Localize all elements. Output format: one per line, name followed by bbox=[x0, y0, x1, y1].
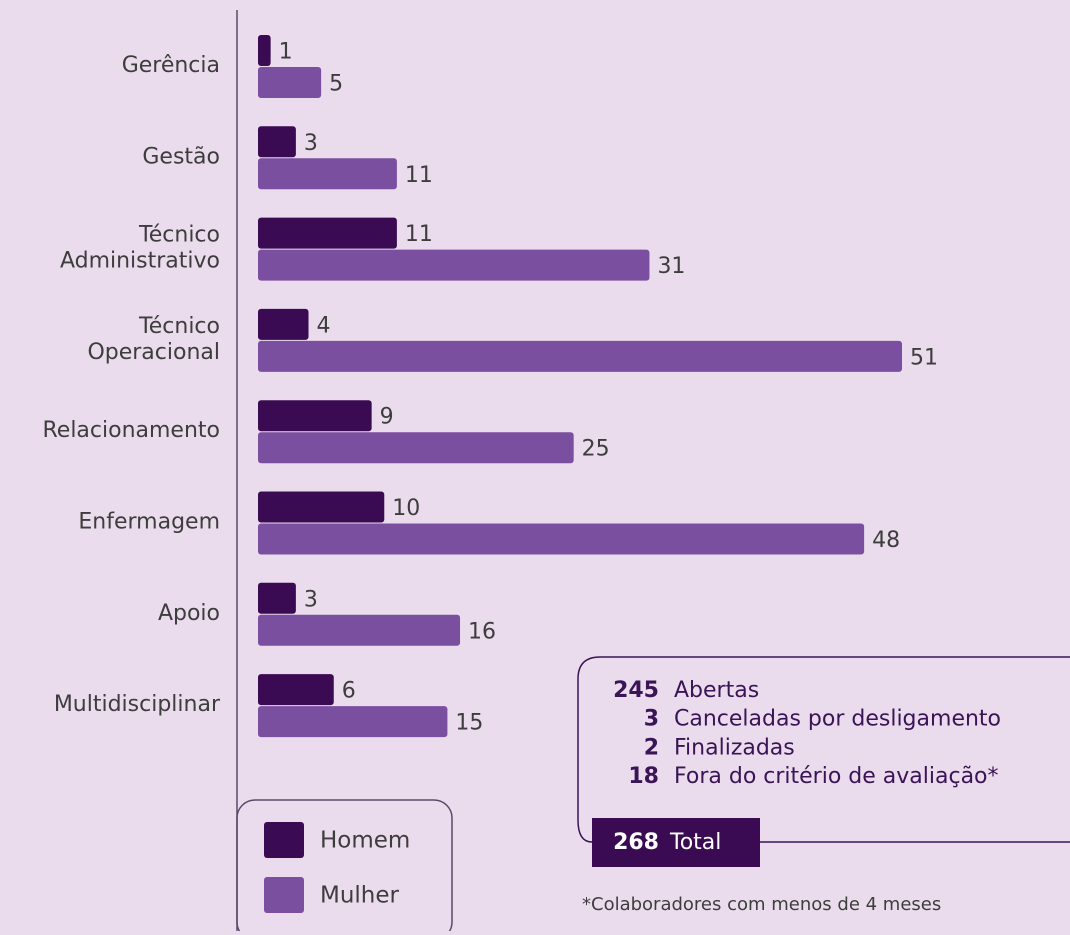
value-label: 11 bbox=[405, 222, 433, 247]
value-label: 4 bbox=[317, 313, 331, 338]
value-label: 3 bbox=[304, 131, 318, 156]
value-label: 11 bbox=[405, 163, 433, 188]
category-label-line: Apoio bbox=[158, 601, 220, 626]
bar bbox=[258, 340, 902, 372]
summary-value: 18 bbox=[628, 764, 659, 789]
value-label: 10 bbox=[392, 496, 420, 521]
category-label: Gestão bbox=[142, 144, 220, 169]
category-label-line: Multidisciplinar bbox=[54, 692, 221, 717]
legend-label: Mulher bbox=[320, 883, 400, 909]
footnote: *Colaboradores com menos de 4 meses bbox=[582, 894, 941, 915]
category-label-line: Gerência bbox=[122, 53, 220, 78]
value-label: 9 bbox=[380, 405, 394, 430]
bar bbox=[258, 706, 448, 738]
summary-box bbox=[577, 656, 1070, 843]
category-label-line: Relacionamento bbox=[42, 418, 220, 443]
total-value: 268 bbox=[613, 830, 659, 855]
value-label: 16 bbox=[468, 619, 496, 644]
bar bbox=[258, 400, 372, 432]
value-label: 31 bbox=[657, 254, 685, 279]
bar bbox=[258, 158, 397, 190]
summary-label: Abertas bbox=[674, 678, 759, 703]
category-label-line: Operacional bbox=[87, 340, 220, 365]
legend-swatch bbox=[264, 877, 304, 913]
total-box bbox=[592, 818, 760, 867]
legend-swatch bbox=[264, 822, 304, 858]
legend-box bbox=[236, 799, 453, 935]
summary-label: Fora do critério de avaliação* bbox=[674, 764, 999, 789]
bar bbox=[258, 249, 650, 281]
value-label: 15 bbox=[455, 711, 483, 736]
summary-label: Finalizadas bbox=[674, 735, 795, 760]
category-label: Multidisciplinar bbox=[54, 692, 221, 717]
summary-label: Canceladas por desligamento bbox=[674, 707, 1001, 732]
category-label-line: Técnico bbox=[138, 223, 220, 248]
bar bbox=[258, 491, 385, 523]
value-label: 51 bbox=[910, 345, 938, 370]
category-label-line: Gestão bbox=[142, 144, 220, 169]
total-label: Total bbox=[669, 830, 721, 855]
bar bbox=[258, 614, 461, 646]
bar bbox=[258, 126, 296, 158]
bar bbox=[258, 432, 574, 464]
value-label: 5 bbox=[329, 72, 343, 97]
category-label-line: Enfermagem bbox=[78, 510, 220, 535]
category-label: Técnico Operacional bbox=[87, 314, 220, 365]
bar bbox=[258, 582, 296, 614]
bar bbox=[258, 35, 271, 66]
bar bbox=[258, 674, 334, 706]
category-label: Relacionamento bbox=[42, 418, 220, 443]
category-label: Apoio bbox=[158, 601, 220, 626]
value-label: 3 bbox=[304, 587, 318, 612]
category-label-line: Técnico bbox=[138, 314, 220, 339]
category-label: Gerência bbox=[122, 53, 220, 78]
value-label: 1 bbox=[279, 40, 293, 65]
category-label-line: Administrativo bbox=[60, 249, 220, 274]
summary-value: 3 bbox=[644, 707, 659, 732]
value-label: 6 bbox=[342, 679, 356, 704]
category-label: Técnico Administrativo bbox=[60, 223, 220, 274]
category-label: Enfermagem bbox=[78, 510, 220, 535]
value-label: 48 bbox=[872, 528, 900, 553]
summary-value: 245 bbox=[613, 678, 659, 703]
legend-label: Homem bbox=[320, 828, 410, 854]
value-label: 25 bbox=[582, 437, 610, 462]
bar bbox=[258, 67, 322, 98]
bar bbox=[258, 308, 309, 340]
bar bbox=[258, 217, 397, 249]
summary-value: 2 bbox=[644, 735, 659, 760]
bar bbox=[258, 523, 865, 555]
